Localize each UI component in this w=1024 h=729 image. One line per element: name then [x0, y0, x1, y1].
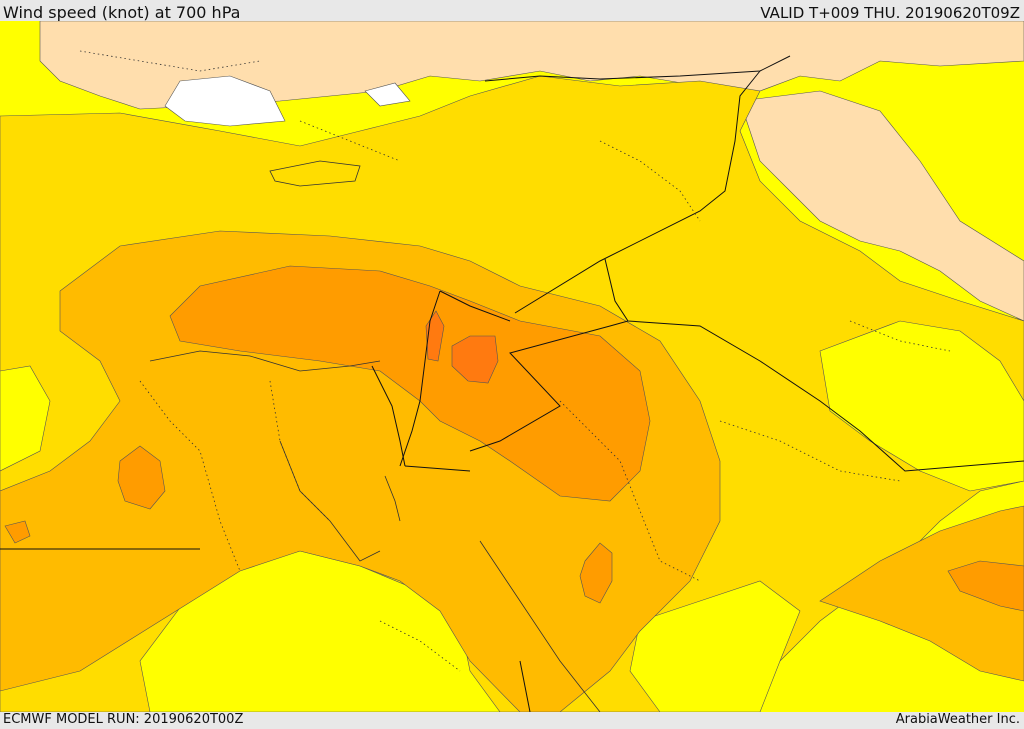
band-orange-east-blob [947, 560, 1024, 612]
band-yellow-southeast [629, 580, 801, 712]
country-borders [0, 55, 1024, 712]
footer-bar [0, 712, 1024, 729]
credit-label: ArabiaWeather Inc. [895, 712, 1020, 727]
coastlines [149, 160, 601, 712]
region-tan-north [39, 21, 1024, 110]
region-white [164, 75, 286, 127]
band-orange-west-blob [117, 445, 166, 510]
band-dark-orange-narrow [425, 310, 445, 362]
band-yellow-west [0, 365, 51, 472]
band-dark-orange [451, 335, 499, 384]
band-amber-east [819, 505, 1024, 682]
band-orange-small [4, 520, 31, 544]
valid-time: VALID T+009 THU. 20190620T09Z [760, 4, 1020, 22]
header-bar [0, 0, 1024, 21]
wind-speed-map [0, 21, 1024, 712]
band-yellow-east [819, 320, 1024, 492]
band-orange-south-blob [579, 542, 613, 604]
region-white-small [364, 82, 411, 107]
region-tan-east [739, 90, 1024, 322]
map-title: Wind speed (knot) at 700 hPa [3, 3, 241, 22]
model-run: ECMWF MODEL RUN: 20190620T00Z [3, 712, 244, 727]
